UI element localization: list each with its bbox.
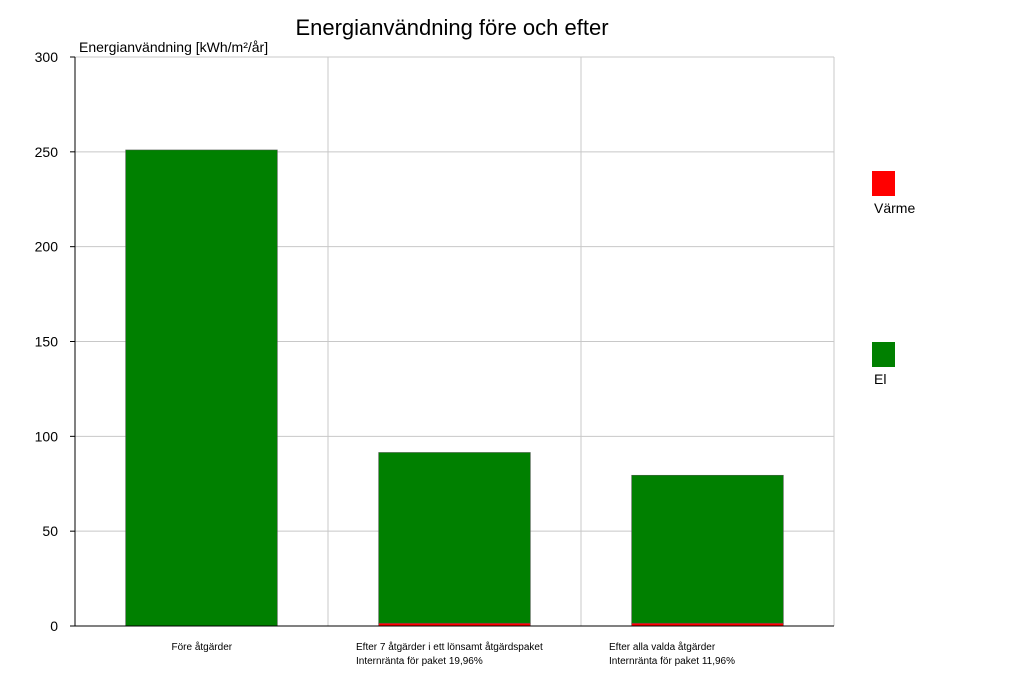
category-label: Internränta för paket 19,96%	[356, 656, 483, 667]
y-tick-label: 50	[42, 523, 58, 539]
y-tick-label: 150	[35, 334, 59, 350]
category-label: Internränta för paket 11,96%	[609, 656, 735, 667]
category-label: Efter alla valda åtgärder	[609, 641, 716, 653]
axis-layer: 0 50 100 150 200 250 300	[35, 49, 834, 634]
category-label-layer: Före åtgärder Efter 7 åtgärder i ett löns…	[172, 641, 736, 667]
legend-swatch-el	[872, 342, 895, 367]
bar-el	[378, 452, 531, 624]
bar-el	[125, 149, 278, 627]
y-tick-label: 300	[35, 49, 59, 65]
y-tick-label: 100	[35, 428, 59, 444]
bar-layer	[125, 149, 784, 627]
bar-el	[631, 474, 784, 624]
category-label: Före åtgärder	[172, 641, 233, 653]
category-label: Efter 7 åtgärder i ett lönsamt åtgärdspa…	[356, 641, 543, 653]
y-axis-label: Energianvändning [kWh/m²/år]	[79, 39, 268, 55]
y-tick-label: 200	[35, 239, 59, 255]
chart-title: Energianvändning före och efter	[295, 15, 608, 40]
legend-swatch-värme	[872, 171, 895, 196]
y-tick-label: 250	[35, 144, 59, 160]
legend-label-värme: Värme	[874, 200, 915, 216]
legend: Värme El	[872, 171, 915, 387]
legend-label-el: El	[874, 371, 886, 387]
y-tick-label: 0	[50, 618, 58, 634]
